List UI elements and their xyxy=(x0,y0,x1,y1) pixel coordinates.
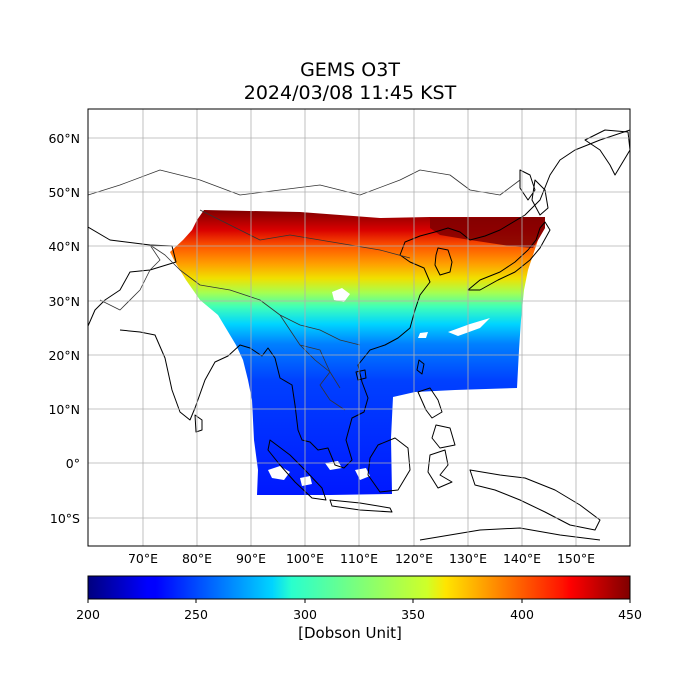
colorbar-unit-label: [Dobson Unit] xyxy=(298,624,402,642)
lon-tick-label: 70°E xyxy=(128,551,158,566)
coastline-australia xyxy=(419,527,601,541)
map-frame xyxy=(87,108,631,547)
coastline-sri-lanka xyxy=(194,414,203,433)
lat-tick-label: 20°N xyxy=(48,348,80,363)
coastline-sumatra xyxy=(267,439,327,501)
lon-tick-label: 150°E xyxy=(557,551,595,566)
coastline-layer xyxy=(88,129,630,541)
colorbar-ticks xyxy=(87,599,631,603)
colorbar-tick-label: 400 xyxy=(510,607,534,622)
coastline-sulawesi xyxy=(427,449,453,489)
lon-tick-label: 100°E xyxy=(286,551,324,566)
colorbar-tick-label: 300 xyxy=(293,607,317,622)
lon-tick-label: 90°E xyxy=(236,551,266,566)
coastline-sakhalin-kamchatka xyxy=(519,129,630,201)
map-subtitle: 2024/03/08 11:45 KST xyxy=(243,82,457,104)
colorbar-tick-label: 450 xyxy=(618,607,642,622)
colorbar xyxy=(87,575,631,600)
lat-tick-label: 50°N xyxy=(48,185,80,200)
coastline-borneo xyxy=(367,437,411,493)
lat-tick-label: 40°N xyxy=(48,239,80,254)
colorbar-tick-label: 200 xyxy=(76,607,100,622)
lat-tick-label: 0° xyxy=(66,456,80,471)
lon-tick-label: 110°E xyxy=(340,551,378,566)
coastline-philippines xyxy=(417,387,456,449)
colorbar-tick-label: 250 xyxy=(184,607,208,622)
lat-tick-label: 60°N xyxy=(48,131,80,146)
lat-tick-label: 30°N xyxy=(48,294,80,309)
coastline-korea xyxy=(434,247,453,276)
lon-tick-label: 140°E xyxy=(503,551,541,566)
coastline-hainan xyxy=(355,369,367,381)
lat-tick-label: 10°S xyxy=(50,511,80,526)
lon-tick-labels: 70°E 80°E 90°E 100°E 110°E 120°E 130°E 1… xyxy=(128,551,595,566)
coastline-java xyxy=(329,499,393,513)
gridlines xyxy=(88,109,630,546)
coastline-new-guinea xyxy=(469,469,601,531)
map-title: GEMS O3T xyxy=(300,59,400,81)
ozone-high-region xyxy=(430,217,545,248)
lon-tick-label: 130°E xyxy=(449,551,487,566)
colorbar-tick-label: 350 xyxy=(401,607,425,622)
lon-tick-label: 80°E xyxy=(182,551,212,566)
coastline-japan xyxy=(467,179,551,291)
ozone-swath xyxy=(170,210,545,495)
lat-tick-labels: 60°N 50°N 40°N 30°N 20°N 10°N 0° 10°S xyxy=(48,131,80,526)
coastline-taiwan xyxy=(416,359,425,375)
lon-tick-label: 120°E xyxy=(395,551,433,566)
lat-tick-label: 10°N xyxy=(48,402,80,417)
ozone-swath-layer xyxy=(170,210,545,495)
